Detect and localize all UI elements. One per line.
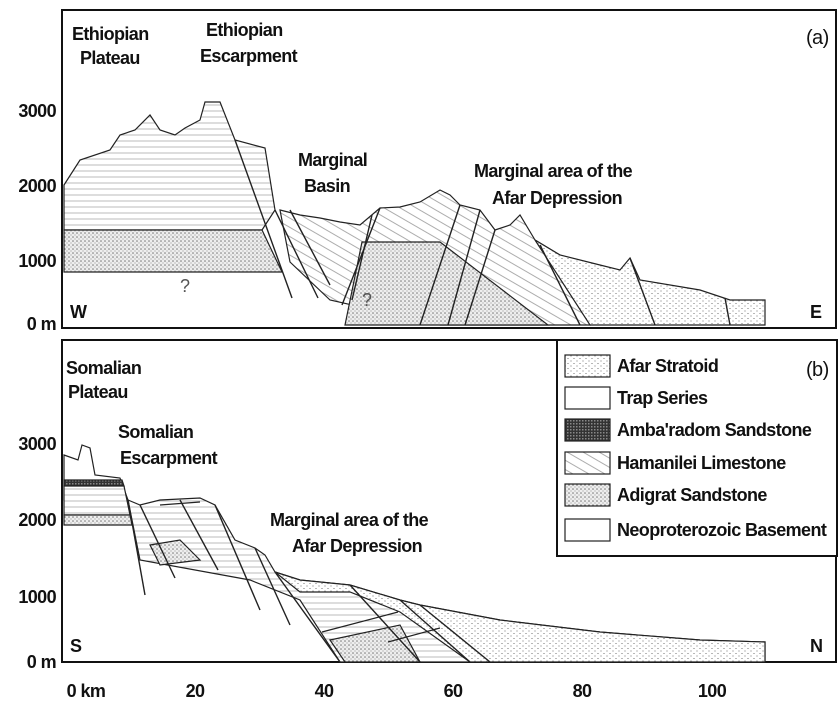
- direction-label: W: [70, 302, 87, 322]
- legend-swatch: [564, 518, 611, 542]
- direction-label: E: [810, 302, 822, 322]
- x-axis-label: 20: [186, 681, 205, 701]
- legend-swatch: [564, 354, 611, 378]
- x-axis-label: 0 km: [67, 681, 106, 701]
- x-axis-label: 80: [573, 681, 592, 701]
- panel-label: (b): [806, 359, 829, 381]
- legend-label: Amba'radom Sandstone: [617, 420, 812, 440]
- panel-label: (a): [806, 27, 829, 49]
- annotation: Basin: [304, 176, 350, 196]
- direction-label: N: [810, 636, 822, 656]
- annotation: Ethiopian: [72, 24, 149, 44]
- annotation: Escarpment: [200, 46, 298, 66]
- y-axis-label: 3000: [18, 101, 56, 121]
- annotation: Plateau: [80, 48, 140, 68]
- direction-label: S: [70, 636, 82, 656]
- x-axis-label: 40: [315, 681, 334, 701]
- y-axis-label: 0 m: [27, 314, 56, 334]
- legend-label: Hamanilei Limestone: [617, 453, 786, 473]
- unknown-mark: ?: [362, 290, 372, 310]
- legend-swatch: [564, 418, 611, 442]
- legend-label: Trap Series: [617, 388, 708, 408]
- annotation: Ethiopian: [206, 20, 283, 40]
- annotation: Plateau: [68, 382, 128, 402]
- annotation: Afar Depression: [492, 188, 622, 208]
- y-axis-label: 2000: [18, 176, 56, 196]
- annotation: Somalian: [118, 422, 193, 442]
- x-axis-label: 100: [698, 681, 727, 701]
- legend: Afar Stratoid Trap Series Amba'radom San…: [564, 354, 827, 542]
- legend-swatch: [564, 483, 611, 507]
- y-axis-label: 1000: [18, 587, 56, 607]
- annotation: Somalian: [66, 358, 141, 378]
- y-axis-label: 1000: [18, 251, 56, 271]
- legend-swatch: [564, 451, 611, 475]
- unknown-mark: ?: [180, 276, 190, 296]
- y-axis-label: 2000: [18, 510, 56, 530]
- legend-label: Adigrat Sandstone: [617, 485, 767, 505]
- legend-label: Neoproterozoic Basement: [617, 520, 827, 540]
- annotation: Marginal area of the: [474, 161, 633, 181]
- annotation: Marginal area of the: [270, 510, 429, 530]
- legend-swatch: [564, 386, 611, 410]
- section-a: [63, 101, 766, 326]
- section-b: [63, 444, 766, 663]
- x-axis-label: 60: [444, 681, 463, 701]
- legend-label: Afar Stratoid: [617, 356, 718, 376]
- y-axis-label: 3000: [18, 434, 56, 454]
- y-axis-label: 0 m: [27, 652, 56, 672]
- panel-a-frame: [61, 9, 837, 329]
- annotation: Escarpment: [120, 448, 218, 468]
- annotation: Afar Depression: [292, 536, 422, 556]
- annotation: Marginal: [298, 150, 367, 170]
